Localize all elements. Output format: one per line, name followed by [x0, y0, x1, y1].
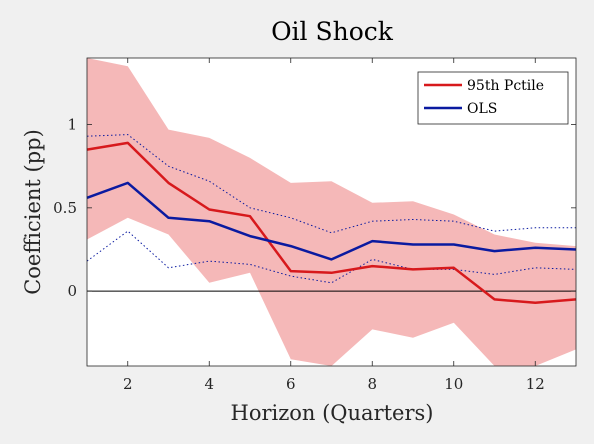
x-tick-label: 12 [526, 375, 545, 393]
plot-frame [86, 57, 577, 367]
x-tick-label: 6 [286, 375, 296, 393]
series-line-95th-pctile [86, 141, 577, 304]
x-tick-label: 2 [123, 375, 133, 393]
y-tick-label: 1 [67, 116, 77, 134]
legend-label-95th-pctile: 95th Pctile [467, 78, 544, 94]
ols-upper-bound-line [86, 134, 576, 234]
x-tick-label: 8 [367, 375, 377, 393]
y-axis-label: Coefficient (pp) [21, 129, 45, 295]
y-tick-label: 0 [67, 282, 77, 300]
x-axis-label: Horizon (Quarters) [231, 401, 434, 425]
legend-label-ols: OLS [467, 101, 497, 117]
y-tick-label: 0.5 [53, 199, 77, 217]
confidence-band-95th-pctile [87, 58, 576, 366]
legend: 95th Pctile OLS [417, 71, 569, 125]
ols-lower-bound-line [86, 230, 577, 284]
chart-title: Oil Shock [271, 17, 394, 46]
series-line-ols [86, 181, 577, 261]
legend-box [417, 71, 569, 125]
x-tick-label: 10 [444, 375, 463, 393]
x-tick-label: 4 [204, 375, 214, 393]
